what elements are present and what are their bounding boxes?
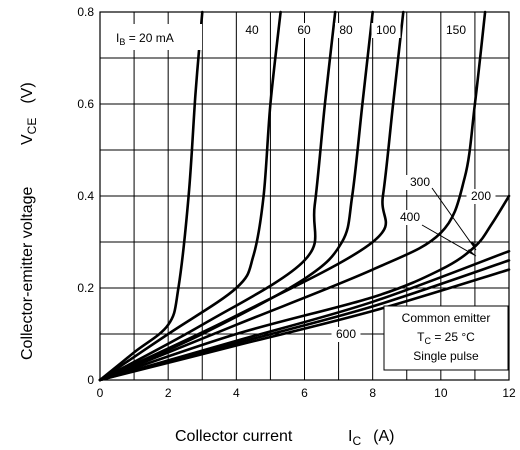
series-lines [98,10,511,382]
plot-frame [99,11,510,381]
y-tick-label: 0.2 [77,281,94,295]
svg-text:TC = 25 °C: TC = 25 °C [417,330,475,346]
x-tick-label: 12 [502,386,516,400]
curve-labels: 40 60 80 100 150 200 300 400 600 [241,23,496,342]
svg-text:IC(A): IC (A) [348,428,394,448]
series-line-80 [98,10,374,382]
series-line-ib-20-ma [98,10,204,382]
box-line2-sub: C [425,336,432,346]
curve-label-150: 150 [446,23,466,37]
ib-label-box: IB = 20 mA [106,24,202,50]
box-line3: Single pulse [413,349,479,363]
y-tick-label: 0 [87,373,94,387]
curve-label-bg [371,23,401,38]
y-tick-label: 0.8 [77,5,94,19]
x-tick-label: 8 [369,386,376,400]
box-line2-pre: T [417,330,425,344]
x-tick-label: 6 [301,386,308,400]
series-line-200 [98,194,511,382]
curve-label-bg [335,23,357,38]
x-tick-label: 0 [97,386,104,400]
curve-label-200: 200 [471,189,491,203]
curve-label-300: 300 [410,175,430,189]
y-tick-labels: 0 0.2 0.4 0.6 0.8 [77,5,94,387]
x-tick-label: 10 [434,386,448,400]
series-line-150 [98,10,487,382]
x-axis-symbol-sub: C [352,434,361,448]
curve-label-bg [466,189,496,204]
svg-text:VCE(V): VCE (V) [19,82,39,145]
y-axis-symbol: V [19,134,36,145]
arrow-300-head [470,241,476,250]
ib-label-symbol: I [116,31,119,45]
series-line-100 [98,10,405,382]
series-line-40 [98,10,282,382]
curve-label-60: 60 [297,23,311,37]
y-axis-unit: (V) [19,82,36,103]
box-line2-post: = 25 °C [431,330,475,344]
curve-label-bg [395,210,425,225]
x-tick-label: 4 [233,386,240,400]
y-tick-label: 0.4 [77,189,94,203]
x-axis-unit: (A) [373,428,394,445]
curve-label-100: 100 [376,23,396,37]
x-tick-labels: 0 2 4 6 8 10 12 [97,386,516,400]
curve-label-bg [405,175,435,190]
x-tick-label: 2 [165,386,172,400]
curve-label-600: 600 [336,327,356,341]
x-axis-title: Collector current IC (A) [175,428,394,448]
y-tick-label: 0.6 [77,97,94,111]
curve-label-bg [441,23,471,38]
y-axis-label: Collector-emitter voltage [19,187,36,361]
y-axis-symbol-sub: CE [25,118,39,135]
x-axis-label: Collector current [175,428,293,445]
series-line-600 [98,268,511,382]
ib-label-rest: = 20 mA [125,31,173,45]
curve-label-bg [293,23,315,38]
svg-text:IB = 20 mA: IB = 20 mA [116,31,174,47]
curve-label-40: 40 [245,23,259,37]
arrow-400-head [467,249,476,256]
ib-label-sub: B [119,37,125,47]
series-line-60 [98,10,337,382]
curve-label-bg [331,327,361,342]
condition-box: Common emitter TC = 25 °C Single pulse [383,305,509,371]
arrow-400 [421,224,477,257]
curve-label-bg [241,23,263,38]
curve-label-80: 80 [339,23,353,37]
box-line1: Common emitter [402,311,491,325]
y-axis-title: Collector-emitter voltage VCE (V) [19,82,39,360]
annotation-arrows [421,187,477,257]
arrow-300 [431,187,477,251]
curve-label-400: 400 [400,210,420,224]
x-axis-symbol: I [348,428,352,445]
